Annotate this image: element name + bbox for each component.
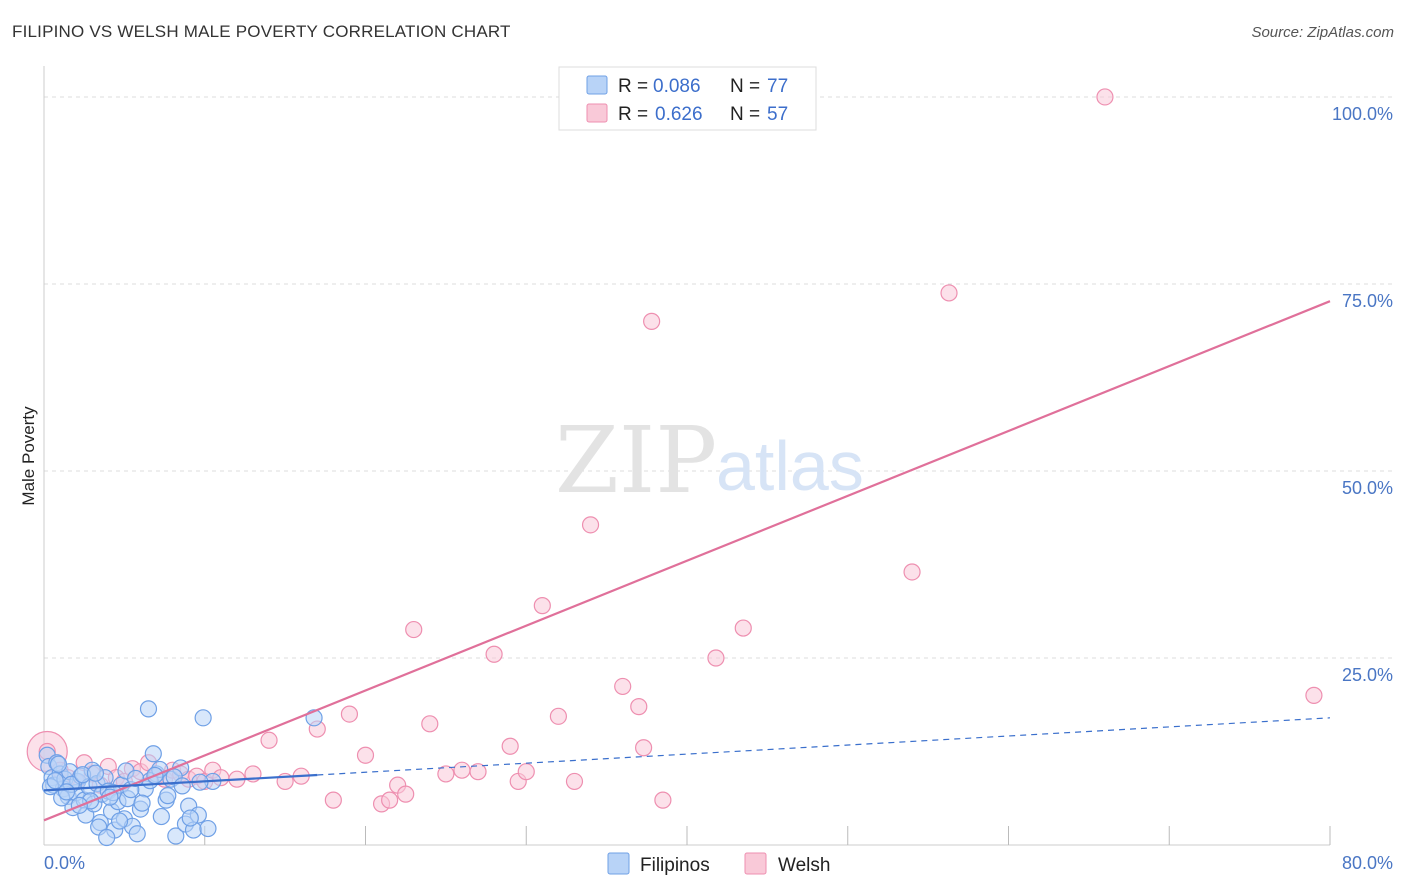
- filipino-point: [86, 764, 105, 782]
- welsh-point: [437, 765, 455, 783]
- welsh-point: [485, 645, 503, 663]
- chart-source: Source: ZipAtlas.com: [1251, 24, 1394, 41]
- welsh-point: [381, 791, 399, 809]
- filipino-point: [110, 812, 129, 830]
- welsh-point: [614, 677, 632, 696]
- filipino-trendline-dashed: [317, 717, 1331, 776]
- grid: [44, 96, 1392, 659]
- welsh-point: [581, 516, 600, 534]
- bottom-legend-label-welsh: Welsh: [778, 855, 830, 876]
- welsh-point: [501, 737, 519, 755]
- legend-r-label-filipinos: R =: [618, 76, 648, 97]
- tick-labels: 25.0% 50.0% 75.0% 100.0% 0.0% 80.0%: [44, 104, 1393, 873]
- chart-title: FILIPINO VS WELSH MALE POVERTY CORRELATI…: [12, 22, 511, 41]
- welsh-point: [356, 746, 375, 764]
- welsh-point: [397, 785, 415, 803]
- welsh-point: [1096, 88, 1114, 106]
- welsh-point: [565, 772, 584, 791]
- filipino-point: [173, 777, 191, 795]
- welsh-point: [469, 763, 487, 781]
- filipino-point: [159, 787, 177, 805]
- legend-r-value-filipinos: 0.086: [653, 76, 701, 97]
- y-tick-label-0: 25.0%: [1342, 665, 1393, 685]
- y-axis-label: Male Poverty: [19, 406, 38, 506]
- legend-n-label-filipinos: N =: [730, 76, 760, 97]
- bottom-legend-label-filipinos: Filipinos: [640, 855, 710, 876]
- filipino-point: [167, 827, 185, 845]
- filipino-point: [57, 783, 76, 801]
- watermark-atlas: atlas: [716, 427, 864, 505]
- legend-n-value-filipinos: 77: [767, 76, 788, 97]
- filipino-point: [181, 809, 199, 827]
- welsh-point: [324, 791, 342, 809]
- welsh-point: [734, 619, 752, 637]
- axes: [43, 66, 1331, 846]
- filipino-point: [128, 825, 146, 843]
- welsh-point: [260, 731, 278, 749]
- x-tick-label-1: 80.0%: [1342, 853, 1393, 873]
- filipino-point: [152, 807, 170, 826]
- legend-n-value-welsh: 57: [767, 104, 788, 125]
- bottom-legend-swatch-welsh: [744, 852, 767, 875]
- welsh-point: [634, 739, 653, 757]
- filipino-point: [144, 745, 162, 763]
- welsh-point: [940, 284, 958, 302]
- bottom-legend-swatch-filipinos: [607, 852, 630, 875]
- filipino-point: [49, 755, 68, 773]
- legend-r-value-welsh: 0.626: [655, 104, 703, 125]
- filipino-trendline-solid: [43, 773, 318, 792]
- welsh-point: [1305, 686, 1323, 704]
- welsh-point: [517, 763, 535, 781]
- filipino-points: [38, 700, 323, 847]
- y-tick-label-2: 75.0%: [1342, 291, 1393, 311]
- filipino-point: [133, 794, 151, 812]
- legend: R = 0.086 N = 77 R = 0.626 N = 57: [558, 66, 817, 131]
- welsh-point: [453, 761, 471, 779]
- filipino-point: [194, 709, 212, 727]
- watermark-zip: ZIP: [555, 407, 717, 514]
- welsh-point: [643, 312, 661, 330]
- legend-r-label-welsh: R =: [618, 104, 648, 125]
- welsh-point: [340, 705, 359, 723]
- welsh-point: [903, 563, 921, 581]
- legend-swatch-welsh: [586, 103, 608, 123]
- filipino-point: [139, 700, 158, 718]
- welsh-point: [707, 649, 725, 667]
- welsh-trendline: [43, 300, 1331, 822]
- welsh-point: [549, 707, 568, 725]
- filipino-point: [199, 819, 217, 838]
- bottom-legend: Filipinos Welsh: [607, 852, 830, 876]
- welsh-point: [405, 620, 423, 639]
- welsh-point: [654, 791, 672, 809]
- x-tick-label-0: 0.0%: [44, 853, 85, 873]
- filipino-point: [98, 828, 116, 847]
- legend-swatch-filipinos: [586, 75, 608, 95]
- legend-n-label-welsh: N =: [730, 104, 760, 125]
- y-tick-label-3: 100.0%: [1332, 104, 1393, 124]
- y-tick-label-1: 50.0%: [1342, 478, 1393, 498]
- welsh-point: [421, 715, 439, 733]
- welsh-point: [630, 698, 648, 716]
- welsh-point: [533, 597, 551, 615]
- trendlines: [43, 300, 1331, 822]
